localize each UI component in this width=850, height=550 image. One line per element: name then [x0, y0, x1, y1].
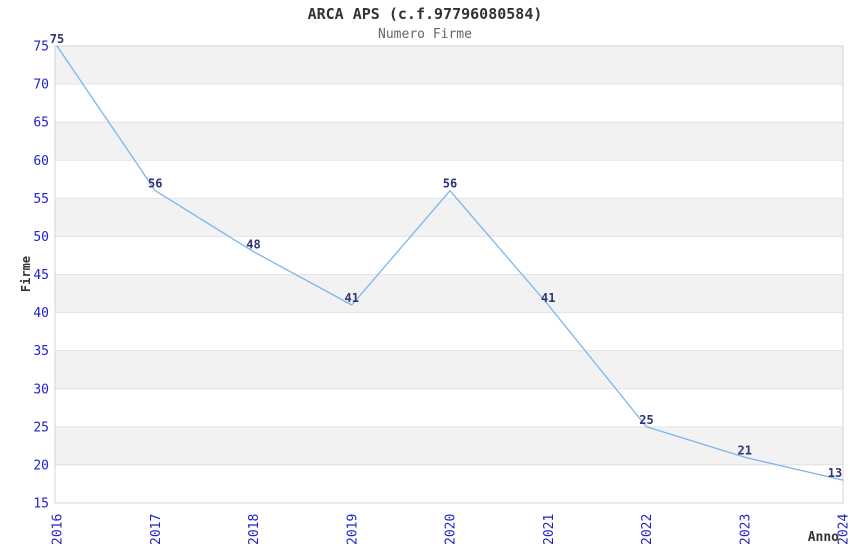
y-tick-label: 35 [33, 344, 49, 359]
y-tick-label: 75 [33, 40, 49, 55]
y-tick-label: 20 [33, 458, 49, 473]
y-tick-label: 65 [33, 116, 49, 131]
y-tick-label: 70 [33, 78, 49, 93]
plot-band [55, 426, 843, 465]
y-tick-label: 40 [33, 306, 49, 321]
data-label: 56 [443, 177, 457, 191]
y-tick-label: 15 [33, 497, 49, 512]
x-tick-label: 2024 [837, 514, 850, 545]
x-tick-label: 2017 [149, 514, 164, 545]
y-tick-label: 45 [33, 268, 49, 283]
y-tick-label: 25 [33, 420, 49, 435]
x-tick-label: 2019 [345, 514, 360, 545]
data-label: 48 [246, 238, 260, 252]
chart-title: ARCA APS (c.f.97796080584) [307, 5, 543, 23]
x-axis-title: Anno [807, 530, 839, 545]
plot-band [55, 46, 843, 85]
x-tick-label: 2020 [444, 514, 459, 545]
x-tick-label: 2018 [247, 514, 262, 545]
x-tick-label: 2021 [542, 514, 557, 545]
plot-band [55, 198, 843, 237]
data-label: 13 [828, 466, 842, 480]
plot-band [55, 122, 843, 161]
x-tick-label: 2016 [51, 514, 66, 545]
x-tick-label: 2022 [640, 514, 655, 545]
data-label: 75 [50, 32, 64, 46]
y-tick-label: 55 [33, 192, 49, 207]
plot-border [54, 45, 844, 504]
data-label: 41 [345, 291, 359, 305]
data-label: 25 [639, 413, 653, 427]
data-label: 56 [148, 177, 162, 191]
y-tick-label: 30 [33, 382, 49, 397]
plot-band [55, 350, 843, 389]
data-label: 41 [541, 291, 555, 305]
y-tick-label: 60 [33, 154, 49, 169]
x-tick-label: 2023 [738, 514, 753, 545]
plot-band [55, 274, 843, 313]
y-tick-label: 50 [33, 230, 49, 245]
y-axis-title: Firme [19, 255, 33, 293]
chart-subtitle: Numero Firme [378, 27, 472, 42]
data-label: 21 [738, 443, 752, 457]
series-line [56, 45, 844, 481]
